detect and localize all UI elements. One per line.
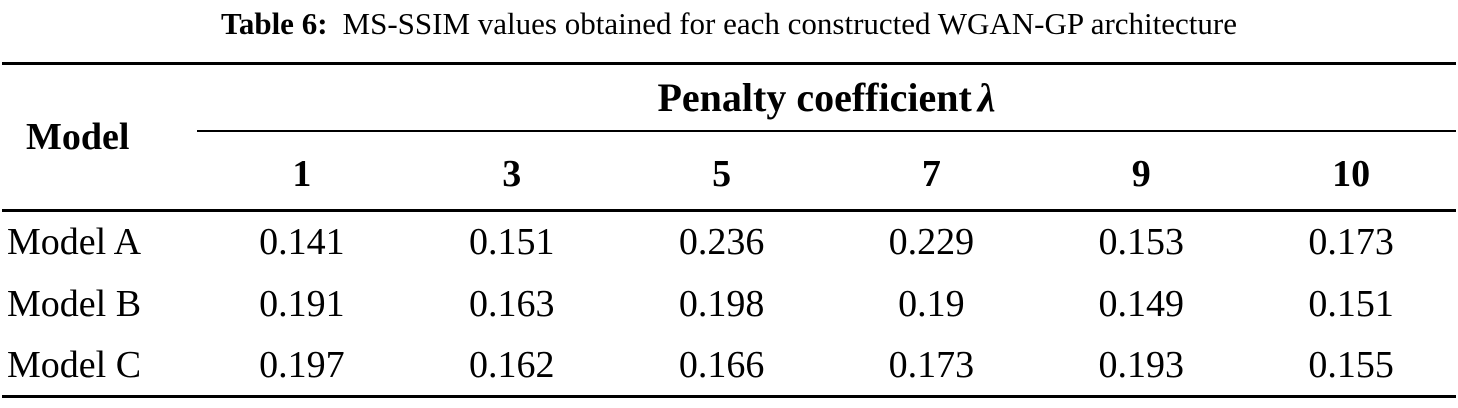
- table-header-columns-row: 1 3 5 7 9 10: [2, 130, 1456, 212]
- table-cell: 0.153: [1098, 221, 1184, 264]
- table-cell: 0.173: [1308, 221, 1394, 264]
- ms-ssim-table: Model Penalty coefficient λ 1 3 5 7 9 10 …: [2, 62, 1456, 398]
- column-header-3: 3: [406, 130, 617, 212]
- table-cell: 0.198: [678, 282, 765, 325]
- column-header-9: 9: [1036, 130, 1247, 212]
- table-cell: 0.141: [259, 221, 345, 264]
- table-cell: 0.155: [1308, 343, 1394, 386]
- table-row-model-c: Model C 0.197 0.162 0.166 0.173 0.193 0.…: [2, 335, 1456, 397]
- table-cell: 0.236: [678, 221, 765, 264]
- table-cell: 0.193: [1098, 343, 1184, 386]
- table-cell: 0.191: [259, 282, 345, 325]
- table-cell: 0.229: [888, 221, 975, 264]
- column-header-7: 7: [826, 130, 1037, 212]
- row-label: Model C: [7, 343, 142, 386]
- table-header-group-row: Model Penalty coefficient λ: [2, 63, 1456, 212]
- table-row-model-a: Model A 0.141 0.151 0.236 0.229 0.153 0.…: [2, 211, 1456, 273]
- table-caption-text: MS-SSIM values obtained for each constru…: [342, 6, 1237, 41]
- table-cell: 0.162: [468, 343, 555, 386]
- lambda-symbol: λ: [977, 74, 996, 120]
- table-cell: 0.197: [259, 343, 345, 386]
- group-header-label: Penalty coefficient: [657, 74, 972, 120]
- row-label: Model A: [7, 221, 142, 264]
- table-cell: 0.149: [1098, 282, 1184, 325]
- table-cell: 0.166: [678, 343, 765, 386]
- table-cell: 0.173: [888, 343, 975, 386]
- table-cell: 0.151: [1308, 282, 1394, 325]
- table-cell: 0.163: [468, 282, 555, 325]
- row-label: Model B: [7, 282, 142, 325]
- column-header-10: 10: [1246, 130, 1456, 212]
- column-header-1: 1: [197, 130, 407, 212]
- table-caption: Table 6: MS-SSIM values obtained for eac…: [0, 0, 1458, 62]
- table-caption-label: Table 6:: [221, 6, 328, 41]
- column-header-model: Model: [2, 63, 197, 212]
- table-cell: 0.19: [898, 282, 965, 325]
- column-header-5: 5: [616, 130, 827, 212]
- group-header-penalty-coefficient: Penalty coefficient λ: [197, 63, 1456, 132]
- table-cell: 0.151: [468, 221, 555, 264]
- table-row-model-b: Model B 0.191 0.163 0.198 0.19 0.149 0.1…: [2, 273, 1456, 335]
